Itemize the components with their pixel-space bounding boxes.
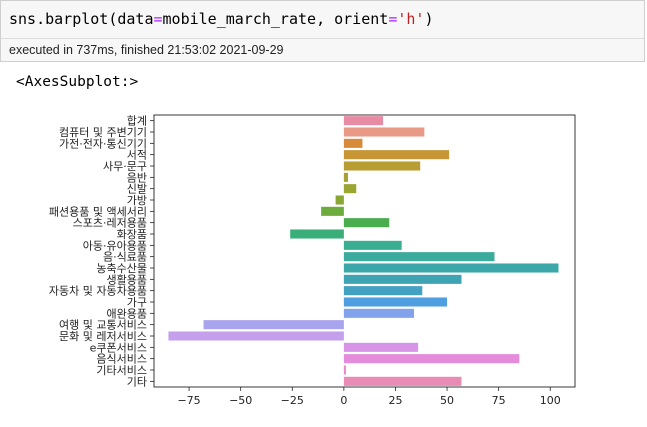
bar	[290, 229, 344, 239]
y-tick-label: 생활용품	[107, 272, 147, 286]
bar	[343, 116, 384, 126]
x-tick-label: 50	[440, 394, 454, 407]
code-separator: ,	[316, 10, 335, 28]
code-open-paren: (	[108, 10, 118, 28]
bar	[343, 274, 462, 284]
y-tick-label: 가구	[127, 296, 147, 309]
y-tick-label: 기타서비스	[96, 364, 147, 377]
bar	[343, 240, 402, 250]
code-arg2-value: 'h'	[397, 10, 425, 28]
x-tick-label: 0	[340, 394, 347, 407]
code-eq-2: =	[388, 10, 398, 28]
bar	[321, 206, 344, 216]
y-tick-label: 화장품	[117, 228, 147, 241]
axes-frame	[153, 114, 576, 388]
code-arg1-name: data	[117, 10, 154, 28]
execution-status-text: executed in 737ms, finished 21:53:02 202…	[9, 43, 284, 57]
y-tick-label: 음반	[127, 171, 147, 184]
bar	[343, 184, 357, 194]
y-tick-label: 패션용품 및 액세서리	[49, 205, 147, 218]
x-tick-label: −75	[177, 394, 200, 407]
y-tick-label: 애완용품	[107, 307, 147, 320]
x-tick-label: 75	[492, 394, 506, 407]
y-tick-label: e쿠폰서비스	[90, 341, 147, 354]
bar	[343, 308, 415, 318]
bar	[343, 263, 559, 273]
bar	[343, 286, 423, 296]
bar	[343, 376, 462, 386]
bar	[203, 320, 344, 330]
x-tick-label: 100	[540, 394, 561, 407]
code-arg2-name: orient	[334, 10, 389, 28]
y-tick-label: 가방	[127, 194, 147, 207]
bar	[343, 161, 421, 171]
code-cell[interactable]: sns.barplot(data=mobile_march_rate, orie…	[0, 0, 645, 38]
y-tick-label: 사무·문구	[103, 160, 147, 173]
code-eq-1: =	[153, 10, 163, 28]
bar	[343, 297, 448, 307]
x-tick-label: 25	[388, 394, 402, 407]
y-tick-label: 농축수산물	[96, 262, 147, 275]
bar	[343, 252, 495, 262]
bar	[343, 354, 520, 364]
y-tick-label: 음식서비스	[96, 353, 147, 366]
y-tick-label: 서적	[127, 149, 147, 162]
bar	[343, 172, 348, 182]
x-tick-label: −25	[281, 394, 304, 407]
bar	[343, 150, 450, 160]
y-tick-label: 신발	[127, 183, 147, 196]
y-tick-label: 가전·전자·통신기기	[59, 137, 147, 150]
y-tick-label: 문화 및 레저서비스	[59, 330, 147, 343]
bar	[343, 218, 390, 228]
y-tick-label: 아동·유아용품	[83, 239, 147, 252]
bar	[343, 365, 346, 375]
bar	[168, 331, 344, 341]
y-tick-label: 컴퓨터 및 주변기기	[59, 126, 147, 139]
y-tick-label: 합계	[127, 115, 147, 128]
execution-status-bar: executed in 737ms, finished 21:53:02 202…	[0, 38, 645, 62]
code-close-paren: )	[424, 10, 434, 28]
code-arg1-value: mobile_march_rate	[162, 10, 317, 28]
bar	[343, 342, 419, 352]
y-tick-label: 기타	[127, 375, 147, 388]
y-tick-label: 여행 및 교통서비스	[59, 319, 147, 332]
output-repr: <AxesSubplot:>	[16, 74, 139, 90]
y-tick-label: 자동차 및 자동차용품	[49, 285, 147, 298]
bar	[343, 138, 363, 148]
y-tick-label: 음·식료품	[103, 251, 147, 264]
bar	[335, 195, 344, 205]
code-line[interactable]: sns.barplot(data=mobile_march_rate, orie…	[9, 10, 433, 28]
x-tick-label: −50	[229, 394, 252, 407]
code-func: sns.barplot	[9, 10, 109, 28]
y-tick-label: 스포츠·레저용품	[73, 217, 147, 230]
bar	[343, 127, 425, 137]
